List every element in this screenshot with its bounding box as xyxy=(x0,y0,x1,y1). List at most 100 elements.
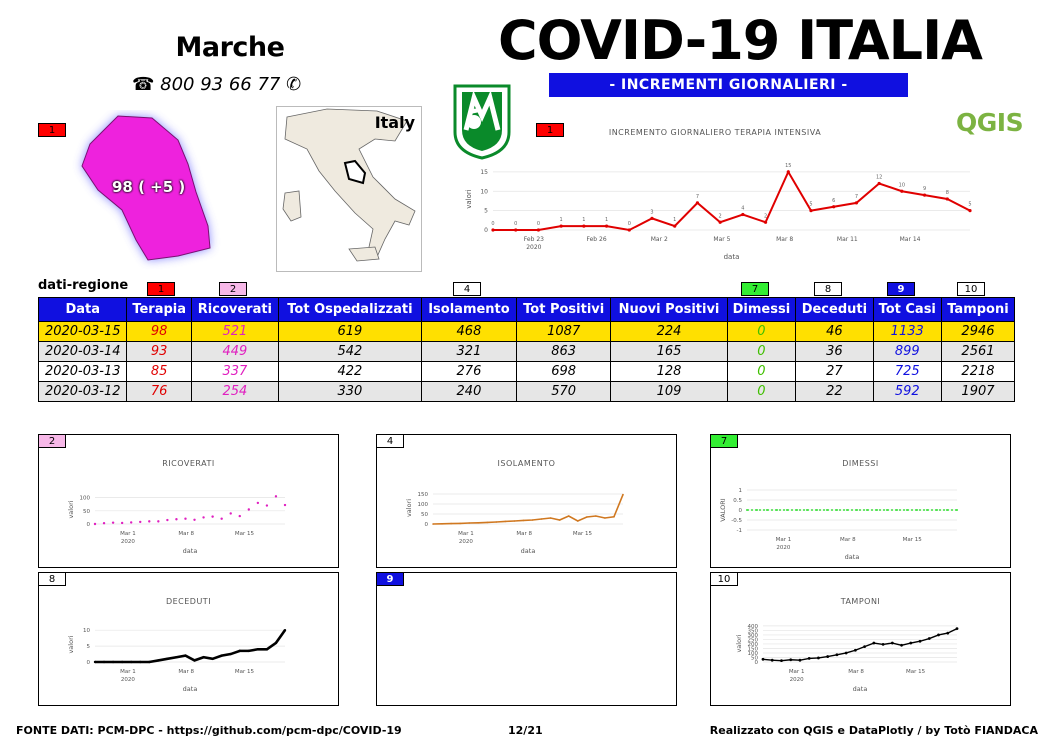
data-point xyxy=(613,516,615,518)
data-point xyxy=(193,659,196,662)
data-point xyxy=(148,520,151,523)
data-point xyxy=(945,197,949,201)
data-point xyxy=(522,519,525,522)
y-tick-label: 200 xyxy=(748,642,759,648)
data-point xyxy=(229,652,232,656)
footer-source: FONTE DATI: PCM-DPC - https://github.com… xyxy=(16,724,402,737)
data-point xyxy=(432,523,434,525)
data-label: 1 xyxy=(673,217,676,223)
table-row: 2020-03-15 98 521 619 468 1087 224 0 46 … xyxy=(37,321,1016,342)
data-point xyxy=(93,660,97,664)
cell-dimessi: 0 xyxy=(726,341,797,362)
cell-isolamento: 321 xyxy=(420,341,517,362)
x-tick-label: Mar 11 xyxy=(837,236,858,243)
chart-svg: 0 50 100 Mar 1 2020 Mar 8 Mar 15 data valori xyxy=(67,495,287,555)
data-point xyxy=(937,633,940,637)
data-point xyxy=(274,641,278,645)
map-value-label: 98 ( +5 ) xyxy=(112,178,186,196)
data-point xyxy=(450,522,452,525)
series-line xyxy=(493,169,971,232)
data-point xyxy=(956,509,958,511)
data-point xyxy=(946,631,950,635)
data-point xyxy=(807,656,811,660)
y-axis-label: valori xyxy=(405,499,413,517)
data-point xyxy=(513,520,516,522)
x-tick-label: Mar 8 xyxy=(776,236,793,243)
data-point xyxy=(495,521,498,523)
x-tick-label: Mar 8 xyxy=(178,531,194,537)
y-tick-label: 0 xyxy=(87,522,91,528)
footer-credits: Realizzato con QGIS e DataPlotly / by To… xyxy=(709,724,1038,737)
data-point xyxy=(120,521,124,525)
cell-deceduti: 22 xyxy=(795,381,874,402)
chart-tamponi: 10 TAMPONI 0 50 100 150 200 250 300 350 400 Mar 1… xyxy=(710,572,1011,706)
data-point xyxy=(835,653,839,657)
data-point xyxy=(202,656,205,659)
data-label: 15 xyxy=(785,163,791,169)
x-tick-label: Mar 15 xyxy=(235,669,255,675)
cell-dimessi: 0 xyxy=(726,321,797,342)
cell-tot-casi: 899 xyxy=(872,341,942,362)
cell-tamponi: 2218 xyxy=(940,361,1016,382)
data-point xyxy=(166,518,169,522)
data-label: 2 xyxy=(764,213,767,219)
y-tick-label: 350 xyxy=(748,628,759,634)
data-point xyxy=(695,201,700,205)
data-point xyxy=(826,655,830,658)
data-label: 10 xyxy=(899,182,905,188)
cell-ricoverati: 337 xyxy=(190,361,279,382)
y-tick-label: 0 xyxy=(739,508,743,514)
chart-tot-casi: 9 xyxy=(376,572,677,706)
x-tick-label: Mar 15 xyxy=(235,531,255,537)
cell-nuovi-positivi: 165 xyxy=(610,341,728,362)
series-line xyxy=(432,494,624,525)
chart-dimessi: 7 DIMESSI -1 -0.5 0 0.5 1 Mar 1 2020 Mar 8 Mar 1… xyxy=(710,434,1011,568)
data-point xyxy=(770,658,774,662)
data-point xyxy=(604,517,606,519)
subtitle-bar: - INCREMENTI GIORNALIERI - xyxy=(549,73,908,97)
table-row: 2020-03-12 76 254 330 240 570 109 0 22 5… xyxy=(37,381,1016,402)
cell-tot-positivi: 1087 xyxy=(515,321,612,342)
data-point xyxy=(536,228,541,232)
y-tick-label: 10 xyxy=(83,628,90,634)
x-tick-label: Mar 15 xyxy=(906,669,926,675)
data-label: 12 xyxy=(876,175,882,181)
x-tick-label: 2020 xyxy=(776,545,790,551)
region-name: Marche xyxy=(175,32,285,63)
y-tick-label: 5 xyxy=(87,644,91,650)
cell-dimessi: 0 xyxy=(726,381,797,402)
cell-date: 2020-03-14 xyxy=(37,341,128,362)
col-badge-2: 2 xyxy=(219,282,247,296)
data-point xyxy=(896,509,898,511)
data-point xyxy=(576,520,579,522)
cell-nuovi-positivi: 224 xyxy=(610,321,728,342)
data-point xyxy=(927,637,931,640)
header-nuovi-positivi: Nuovi Positivi xyxy=(610,297,728,322)
cell-tot-ospedalizzati: 542 xyxy=(277,341,422,362)
cell-isolamento: 468 xyxy=(420,321,517,342)
data-point xyxy=(540,518,543,520)
y-tick-label: 100 xyxy=(748,651,759,657)
data-point xyxy=(854,201,859,205)
chart-isolamento: 4 ISOLAMENTO 0 50 100 150 Mar 1 2020 Mar 8 Mar … xyxy=(376,434,677,568)
y-tick-label: 0.5 xyxy=(733,498,742,504)
data-point xyxy=(247,508,251,511)
series-line xyxy=(762,627,958,662)
cell-isolamento: 276 xyxy=(420,361,517,382)
chart-badge-dimessi: 7 xyxy=(710,434,738,448)
x-tick-label: Mar 1 xyxy=(458,531,474,537)
data-point xyxy=(761,657,765,661)
data-point xyxy=(746,509,748,511)
col-badge-1: 1 xyxy=(147,282,175,296)
col-badge-7: 7 xyxy=(741,282,769,296)
data-point xyxy=(129,521,133,524)
header-tot-positivi: Tot Positivi xyxy=(515,297,612,322)
y-tick-label: -1 xyxy=(737,528,742,534)
header-tot-casi: Tot Casi xyxy=(872,297,942,322)
x-axis-label: data xyxy=(521,547,536,555)
x-tick-label: Mar 5 xyxy=(713,236,730,243)
data-point xyxy=(876,509,878,511)
cell-ricoverati: 521 xyxy=(190,321,279,342)
data-point xyxy=(166,657,169,661)
